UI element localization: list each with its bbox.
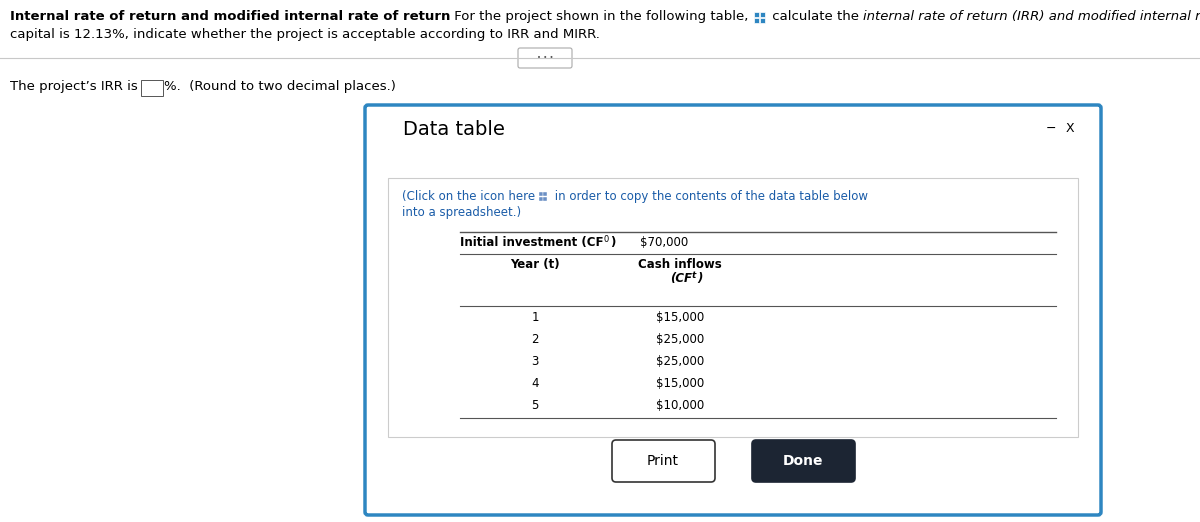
FancyBboxPatch shape	[752, 440, 854, 482]
FancyBboxPatch shape	[365, 105, 1102, 515]
Bar	[544, 192, 547, 196]
Text: The project’s IRR is: The project’s IRR is	[10, 80, 142, 93]
Text: 4: 4	[532, 377, 539, 390]
FancyBboxPatch shape	[518, 48, 572, 68]
Text: Print: Print	[647, 454, 679, 468]
Text: $25,000: $25,000	[656, 355, 704, 368]
Text: internal rate of return (IRR) and modified internal rate of return (MIRR): internal rate of return (IRR) and modifi…	[863, 10, 1200, 23]
Text: 2: 2	[532, 333, 539, 346]
Text: 5: 5	[532, 399, 539, 412]
Text: $15,000: $15,000	[656, 377, 704, 390]
Text: 1: 1	[532, 311, 539, 324]
FancyBboxPatch shape	[388, 178, 1078, 437]
Text: Done: Done	[782, 454, 823, 468]
Text: Data table: Data table	[403, 120, 505, 139]
Text: Internal rate of return and modified internal rate of return: Internal rate of return and modified int…	[10, 10, 450, 23]
FancyBboxPatch shape	[142, 80, 163, 96]
Text: Initial investment (CF: Initial investment (CF	[460, 236, 604, 249]
Bar	[544, 196, 547, 200]
Text: −: −	[1046, 122, 1056, 135]
Text: ): )	[697, 272, 703, 285]
Text: %.  (Round to two decimal places.): %. (Round to two decimal places.)	[164, 80, 396, 93]
Text: (CF: (CF	[670, 272, 692, 285]
Text: $70,000: $70,000	[640, 236, 689, 249]
Bar	[760, 12, 766, 17]
Text: 3: 3	[532, 355, 539, 368]
Text: Year (t): Year (t)	[510, 258, 560, 271]
Text: t: t	[692, 271, 696, 280]
Text: into a spreadsheet.): into a spreadsheet.)	[402, 206, 521, 219]
Bar	[539, 192, 542, 196]
FancyBboxPatch shape	[612, 440, 715, 482]
Text: (Click on the icon here: (Click on the icon here	[402, 190, 539, 203]
Text: in order to copy the contents of the data table below: in order to copy the contents of the dat…	[551, 190, 868, 203]
Text: Cash inflows: Cash inflows	[638, 258, 722, 271]
Text: For the project shown in the following table,: For the project shown in the following t…	[450, 10, 754, 23]
Text: $25,000: $25,000	[656, 333, 704, 346]
Bar	[754, 18, 760, 23]
Bar	[539, 196, 542, 200]
Text: $10,000: $10,000	[656, 399, 704, 412]
Bar	[760, 18, 766, 23]
Text: 0: 0	[604, 235, 608, 244]
Text: • • •: • • •	[536, 55, 553, 62]
Text: X: X	[1066, 122, 1075, 135]
Bar	[754, 12, 760, 17]
Text: calculate the: calculate the	[768, 10, 863, 23]
Text: ): )	[611, 236, 616, 249]
Text: capital is 12.13%, indicate whether the project is acceptable according to IRR a: capital is 12.13%, indicate whether the …	[10, 28, 600, 41]
Text: $15,000: $15,000	[656, 311, 704, 324]
